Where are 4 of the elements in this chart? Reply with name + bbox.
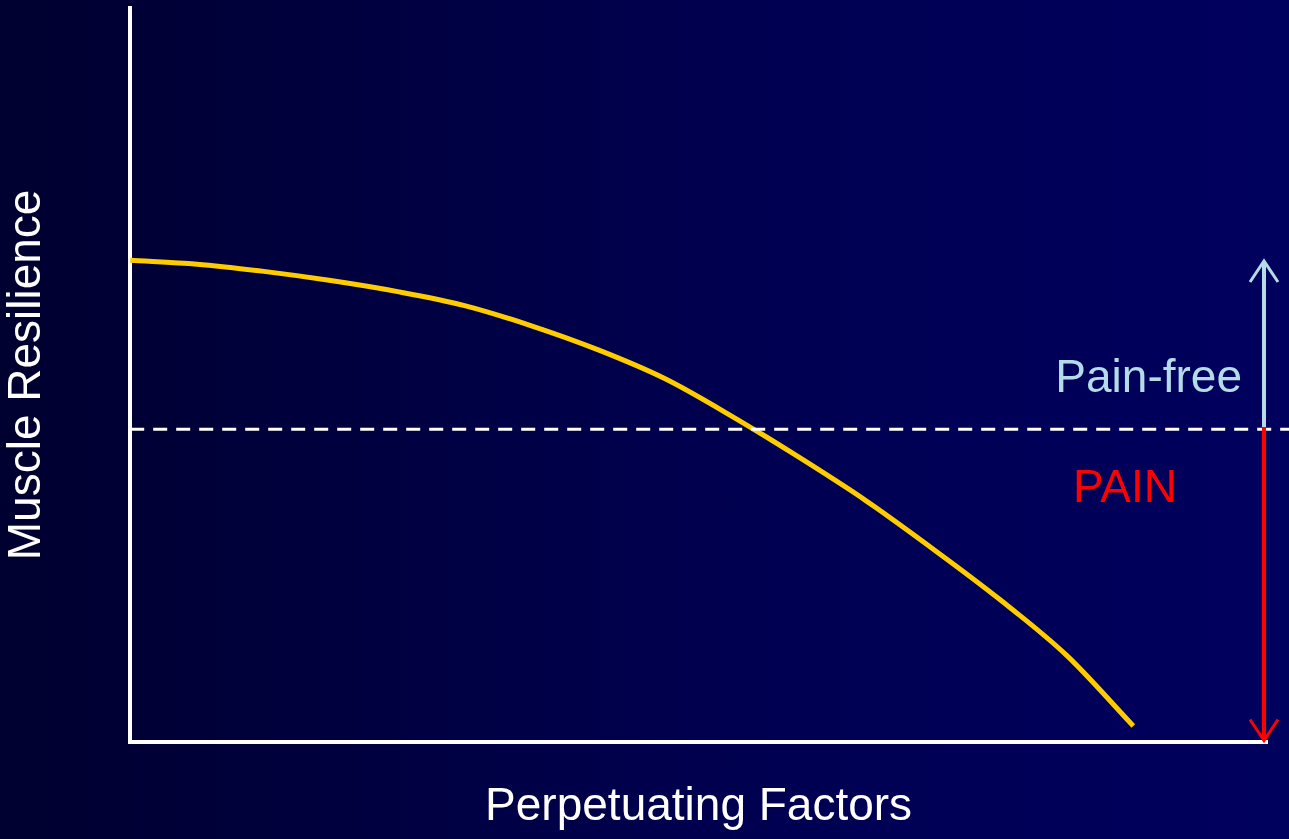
- annotation: Pain-free: [1055, 350, 1242, 402]
- x-axis-title: Perpetuating Factors: [485, 778, 913, 831]
- y-axis-title: Muscle Resilience: [0, 189, 51, 561]
- annotation: PAIN: [1073, 460, 1177, 512]
